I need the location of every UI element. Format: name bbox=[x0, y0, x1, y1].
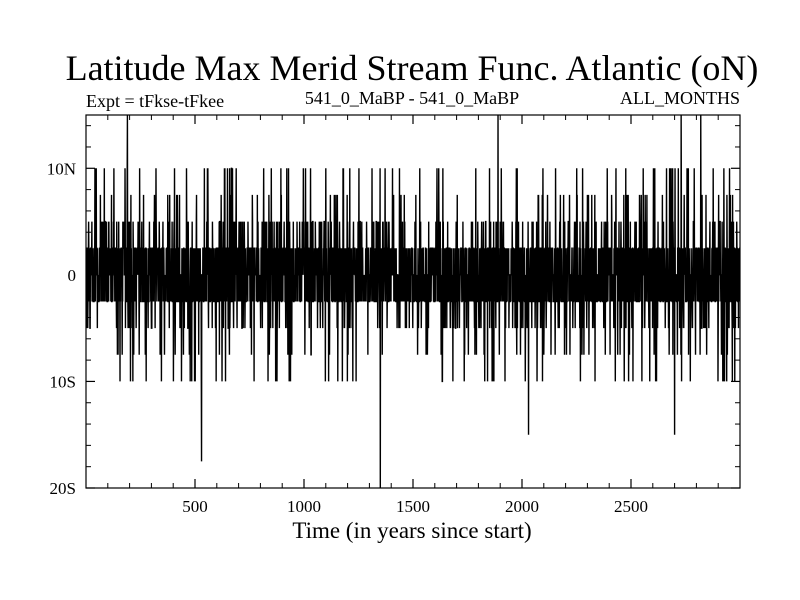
subtitle-center: 541_0_MaBP - 541_0_MaBP bbox=[305, 88, 519, 108]
subtitle-left: Expt = tFkse-tFkee bbox=[86, 91, 224, 111]
chart-title: Latitude Max Merid Stream Func. Atlantic… bbox=[66, 48, 759, 88]
x-tick-label: 1000 bbox=[287, 497, 321, 516]
subtitle-right: ALL_MONTHS bbox=[620, 88, 740, 108]
x-tick-label: 2500 bbox=[614, 497, 648, 516]
y-tick-label: 20S bbox=[50, 479, 76, 498]
x-tick-label: 500 bbox=[182, 497, 208, 516]
x-tick-label: 2000 bbox=[505, 497, 539, 516]
x-axis: 500 1000 1500 2000 2500 bbox=[107, 115, 719, 516]
x-axis-label: Time (in years since start) bbox=[292, 518, 531, 543]
y-axis: 10N 0 10S 20S bbox=[47, 125, 740, 498]
y-tick-label: 10N bbox=[47, 159, 76, 178]
x-tick-label: 1500 bbox=[396, 497, 430, 516]
series-line bbox=[86, 115, 740, 488]
y-tick-label: 10S bbox=[50, 372, 76, 391]
y-tick-label: 0 bbox=[68, 266, 77, 285]
